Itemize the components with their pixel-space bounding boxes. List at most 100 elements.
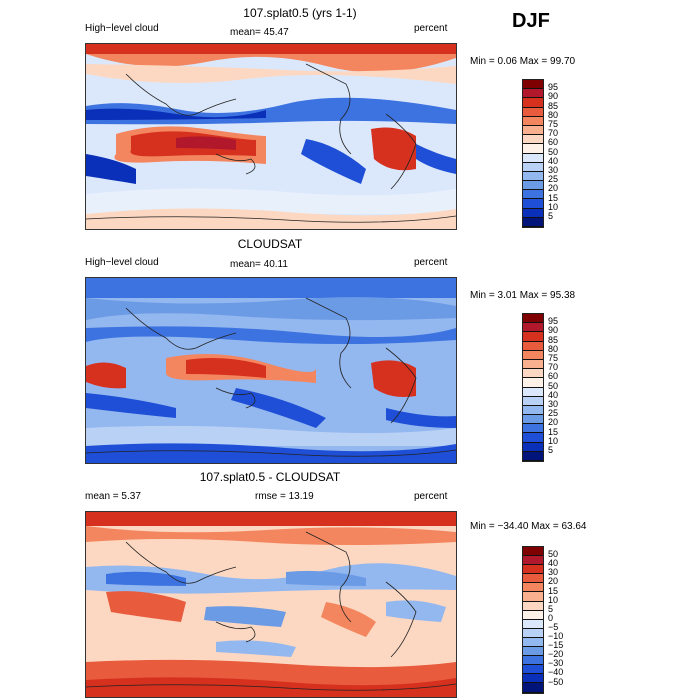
colorbar-tick-label: 70 <box>548 362 559 373</box>
colorbar-swatch <box>523 674 543 684</box>
colorbar-swatch <box>523 369 543 379</box>
colorbar-tick-label: −20 <box>548 649 564 660</box>
panel3-colorbar <box>522 546 544 694</box>
panel1-left-label: High−level cloud <box>85 23 159 34</box>
colorbar-swatch <box>523 396 543 406</box>
colorbar-swatch <box>523 415 543 425</box>
colorbar-tick-label: 40 <box>548 155 559 166</box>
panel2-title: CLOUDSAT <box>237 237 303 251</box>
colorbar-swatch <box>523 451 543 461</box>
colorbar-swatch <box>523 583 543 593</box>
colorbar-swatch <box>523 323 543 333</box>
colorbar-swatch <box>523 89 543 99</box>
colorbar-swatch <box>523 208 543 218</box>
colorbar-swatch <box>523 378 543 388</box>
colorbar-swatch <box>523 656 543 666</box>
panel2-unit-label: percent <box>414 257 448 268</box>
colorbar-swatch <box>523 619 543 629</box>
colorbar-swatch <box>523 359 543 370</box>
colorbar-tick-label: 10 <box>548 201 559 212</box>
panel1-colorbar <box>522 79 544 228</box>
colorbar-tick-label: 75 <box>548 119 559 129</box>
colorbar-swatch <box>523 80 543 90</box>
colorbar-tick-label: −30 <box>548 658 564 669</box>
colorbar-swatch <box>523 628 543 638</box>
panel2-map <box>85 277 457 464</box>
colorbar-swatch <box>523 116 543 126</box>
panel1-title: 107.splat0.5 (yrs 1-1) <box>243 6 357 20</box>
colorbar-tick-label: 0 <box>548 612 554 623</box>
colorbar-swatch <box>523 199 543 209</box>
panel2-minmax: Min = 3.01 Max = 95.38 <box>470 290 576 301</box>
colorbar-swatch <box>523 181 543 191</box>
colorbar-swatch <box>523 565 543 575</box>
colorbar-swatch <box>523 442 543 452</box>
panel2-colorbar <box>522 313 544 462</box>
colorbar-swatch <box>523 647 543 657</box>
colorbar-tick-label: 30 <box>548 399 559 409</box>
panel3-rmse-label: rmse = 13.19 <box>255 491 314 502</box>
panel3-title: 107.splat0.5 - CLOUDSAT <box>199 470 341 484</box>
colorbar-tick-label: 50 <box>548 146 559 157</box>
colorbar-tick-label: 30 <box>548 567 559 578</box>
colorbar-tick-label: 85 <box>548 100 559 111</box>
colorbar-swatch <box>523 387 543 397</box>
colorbar-swatch <box>523 547 543 557</box>
colorbar-swatch <box>523 424 543 434</box>
colorbar-tick-label: 15 <box>548 192 559 203</box>
colorbar-tick-label: 15 <box>548 426 559 437</box>
panel3-unit-label: percent <box>414 491 448 502</box>
colorbar-swatch <box>523 592 543 602</box>
colorbar-tick-label: −5 <box>548 621 559 632</box>
colorbar-swatch <box>523 350 543 360</box>
colorbar-swatch <box>523 556 543 566</box>
colorbar-swatch <box>523 98 543 108</box>
colorbar-tick-label: 75 <box>548 353 559 363</box>
colorbar-swatch <box>523 601 543 611</box>
colorbar-tick-label: 40 <box>548 558 559 569</box>
colorbar-swatch <box>523 217 543 227</box>
colorbar-swatch <box>523 162 543 172</box>
panel2-mean-label: mean= 40.11 <box>230 259 288 270</box>
panel2-left-label: High−level cloud <box>85 257 159 268</box>
panel3-mean-label: mean = 5.37 <box>85 491 141 502</box>
colorbar-swatch <box>523 332 543 342</box>
colorbar-tick-label: 15 <box>548 585 559 596</box>
colorbar-swatch <box>523 637 543 648</box>
colorbar-swatch <box>523 314 543 324</box>
colorbar-tick-label: 20 <box>548 417 559 428</box>
colorbar-swatch <box>523 135 543 145</box>
colorbar-tick-label: 50 <box>548 549 559 560</box>
colorbar-tick-label: 80 <box>548 109 559 120</box>
colorbar-swatch <box>523 144 543 154</box>
colorbar-tick-label: −15 <box>548 640 564 651</box>
colorbar-swatch <box>523 405 543 416</box>
panel2-colorbar-labels: 95 90 85 80 75 70 60 50 40 30 25 20 15 10 5 <box>548 313 578 460</box>
colorbar-tick-label: 25 <box>548 174 559 185</box>
panel1-minmax: Min = 0.06 Max = 99.70 <box>470 56 576 67</box>
colorbar-swatch <box>523 190 543 200</box>
colorbar-tick-label: 40 <box>548 389 559 400</box>
panel1-map <box>85 43 457 230</box>
colorbar-tick-label: 20 <box>548 183 559 194</box>
colorbar-tick-label: 95 <box>548 316 559 327</box>
colorbar-tick-label: 90 <box>548 91 559 102</box>
colorbar-tick-label: 95 <box>548 82 559 93</box>
colorbar-tick-label: 25 <box>548 408 559 419</box>
colorbar-swatch <box>523 574 543 584</box>
colorbar-tick-label: 5 <box>548 603 554 614</box>
colorbar-swatch <box>523 433 543 443</box>
colorbar-tick-label: −10 <box>548 631 564 641</box>
colorbar-tick-label: 10 <box>548 435 559 446</box>
panel1-unit-label: percent <box>414 23 448 34</box>
colorbar-tick-label: 30 <box>548 165 559 175</box>
colorbar-swatch <box>523 171 543 182</box>
panel3-map <box>85 511 457 698</box>
colorbar-tick-label: 5 <box>548 445 554 455</box>
colorbar-tick-label: 50 <box>548 380 559 391</box>
colorbar-swatch <box>523 610 543 620</box>
colorbar-tick-label: 5 <box>548 211 554 221</box>
colorbar-tick-label: 80 <box>548 343 559 354</box>
colorbar-swatch <box>523 341 543 351</box>
colorbar-swatch <box>523 153 543 163</box>
